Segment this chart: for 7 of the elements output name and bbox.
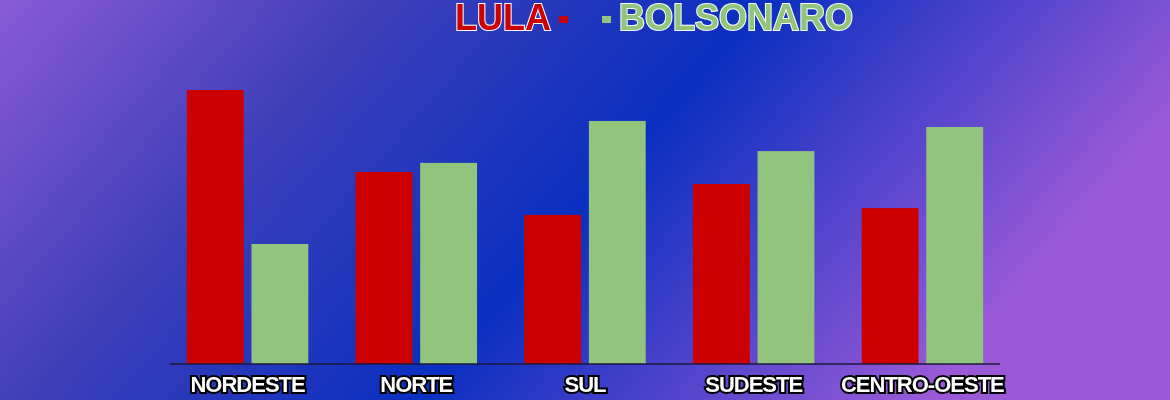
x-tick-label: NORDESTE xyxy=(190,372,306,397)
text: LULA xyxy=(455,0,551,38)
x-tick-label: NORTE xyxy=(380,372,453,397)
x-tick-label: CENTRO-OESTE xyxy=(841,372,1005,397)
x-tick-label: SUDESTE xyxy=(705,372,803,397)
legend-label: BOLSONARO xyxy=(619,0,853,38)
x-tick-label: SUL xyxy=(564,372,607,397)
